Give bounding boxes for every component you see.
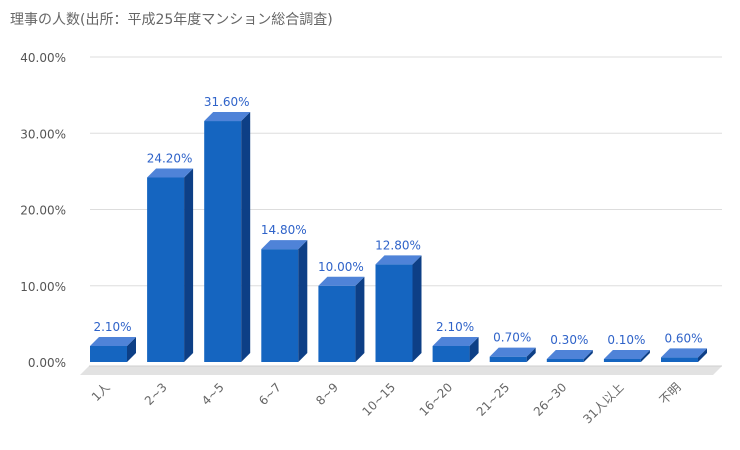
bar-front xyxy=(261,249,299,362)
data-labels: 2.10% 24.20% 31.60% 14.80% 10.00% 12.80% 2.10%… xyxy=(93,95,702,347)
x-tick-label: 8~9 xyxy=(313,380,341,408)
x-axis-ticks: 1人 2~3 4~5 6~7 8~9 10~15 16~20 21~25 26~30 31人以上 不… xyxy=(89,380,684,426)
bar-front xyxy=(204,121,242,362)
data-label: 0.30% xyxy=(550,333,588,347)
x-tick-label: 26~30 xyxy=(531,380,570,419)
data-label: 0.10% xyxy=(607,333,645,347)
data-label: 0.70% xyxy=(493,331,531,345)
bar-top xyxy=(318,276,365,286)
x-tick-label: 4~5 xyxy=(199,380,227,408)
bar-side xyxy=(640,350,650,362)
chart-floor xyxy=(80,365,722,375)
y-axis-ticks: 0.00% 10.00% 20.00% 30.00% 40.00% xyxy=(20,51,66,370)
x-tick-label: 1人 xyxy=(89,380,113,404)
bar-front xyxy=(661,357,698,362)
bar-top xyxy=(261,240,308,250)
bar xyxy=(432,336,479,362)
data-label: 14.80% xyxy=(261,223,307,237)
bar-top xyxy=(546,350,593,359)
bar-top xyxy=(204,112,251,122)
data-label: 2.10% xyxy=(93,320,131,334)
data-label: 31.60% xyxy=(204,95,250,109)
bar-side xyxy=(241,112,251,362)
bar-front xyxy=(318,285,356,362)
data-label: 10.00% xyxy=(318,260,364,274)
bar xyxy=(489,347,536,362)
bar-top xyxy=(375,255,422,265)
data-label: 2.10% xyxy=(436,320,474,334)
x-tick-label: 不明 xyxy=(657,380,684,407)
y-tick-label: 0.00% xyxy=(28,356,66,370)
bar-front xyxy=(603,359,641,362)
bar-top xyxy=(603,350,650,359)
bar-front xyxy=(546,359,584,362)
x-tick-label: 21~25 xyxy=(474,380,513,419)
bar xyxy=(90,336,136,362)
bar xyxy=(546,350,593,362)
bar-side xyxy=(469,336,479,362)
bar-top xyxy=(90,336,136,346)
data-label: 24.20% xyxy=(147,151,193,165)
bar xyxy=(375,255,422,362)
x-tick-label: 10~15 xyxy=(360,380,399,419)
y-tick-label: 20.00% xyxy=(20,204,66,218)
bar-front xyxy=(147,177,185,362)
bar xyxy=(603,350,650,362)
bars xyxy=(90,112,707,362)
bar xyxy=(147,168,194,362)
bar xyxy=(661,348,707,362)
x-tick-label: 6~7 xyxy=(256,380,284,408)
y-tick-label: 40.00% xyxy=(20,51,66,65)
bar xyxy=(204,112,251,362)
chart-title: 理事の人数(出所：平成25年度マンション総合調査) xyxy=(10,12,333,28)
bar-top xyxy=(661,348,707,358)
bar xyxy=(261,240,308,362)
x-tick-label: 16~20 xyxy=(417,380,456,419)
y-tick-label: 10.00% xyxy=(20,280,66,294)
bar-front xyxy=(489,356,527,362)
bar-front xyxy=(432,345,470,362)
x-tick-label: 2~3 xyxy=(142,380,170,408)
bar-side xyxy=(298,240,308,362)
bar-side xyxy=(355,276,365,362)
x-tick-label: 31人以上 xyxy=(580,380,626,426)
bar-front xyxy=(375,264,413,362)
bar-side xyxy=(412,255,422,362)
bar-side xyxy=(583,350,593,362)
bar-side xyxy=(184,168,194,362)
y-tick-label: 30.00% xyxy=(20,127,66,141)
floor-plane xyxy=(80,366,722,375)
bar-side xyxy=(127,336,136,362)
bar-side xyxy=(698,348,707,362)
bar xyxy=(318,276,365,362)
data-label: 0.60% xyxy=(664,331,702,345)
bar-front xyxy=(90,345,127,362)
bar-top xyxy=(147,168,194,178)
data-label: 12.80% xyxy=(375,238,421,252)
bar-top xyxy=(489,347,536,357)
bar-top xyxy=(432,336,479,346)
bar-side xyxy=(526,347,536,362)
